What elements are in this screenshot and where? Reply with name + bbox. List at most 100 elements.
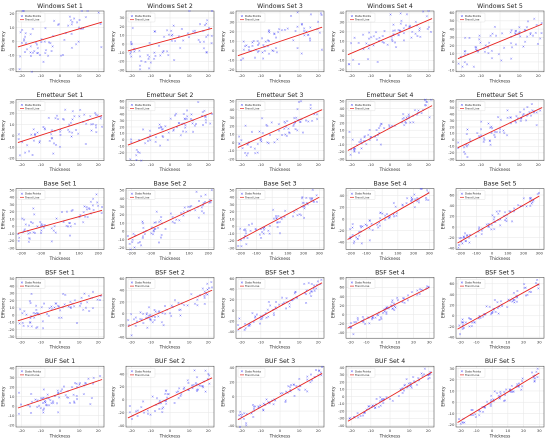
- data-point: [383, 29, 386, 33]
- y-tick-label: 0: [342, 216, 345, 221]
- data-point: [154, 227, 157, 231]
- chart-panel: Base Set 4-200 -100 0 100 200 300-40-2002040T…: [331, 181, 435, 261]
- data-point: [482, 140, 485, 143]
- data-point: [396, 299, 399, 302]
- data-point: [479, 410, 482, 413]
- data-point: [311, 188, 314, 191]
- y-tick-label: -10: [448, 67, 455, 72]
- plot-frame: [235, 99, 325, 161]
- y-tick-label: 30: [230, 202, 235, 207]
- y-tick-label: 60: [450, 10, 455, 15]
- data-point: [38, 141, 41, 144]
- data-point: [47, 314, 50, 317]
- data-point: [283, 28, 286, 31]
- data-point: [44, 27, 47, 30]
- data-point: [309, 197, 312, 200]
- data-point: [149, 413, 152, 416]
- data-point: [510, 57, 513, 60]
- data-point: [392, 29, 395, 32]
- data-point: [29, 45, 32, 48]
- y-tick-label: 20: [230, 29, 235, 34]
- trend-line: [237, 26, 323, 57]
- data-point: [79, 302, 83, 305]
- y-tick-label: -20: [228, 318, 235, 323]
- y-tick-label: -30: [228, 245, 235, 250]
- data-point: [190, 293, 193, 296]
- data-point: [487, 122, 490, 125]
- data-point: [376, 223, 379, 226]
- data-point: [356, 318, 359, 321]
- data-point: [427, 377, 430, 380]
- data-point: [130, 55, 133, 58]
- data-point: [278, 221, 281, 224]
- data-point: [378, 318, 381, 321]
- data-point: [426, 27, 429, 31]
- data-point: [351, 138, 354, 141]
- x-tick-label: 100: [394, 251, 402, 256]
- legend-marker-points: [240, 15, 243, 18]
- y-tick-label: 20: [120, 212, 125, 217]
- chart-panel: BSF Set 2-20 -10 0 10 20-40-200204060Thickne…: [111, 269, 215, 350]
- data-point: [278, 303, 281, 306]
- data-point: [403, 384, 406, 387]
- data-point: [293, 211, 296, 214]
- y-tick-label: 40: [230, 10, 235, 15]
- x-tick-label: -20: [239, 162, 246, 167]
- data-point: [418, 288, 422, 291]
- data-point: [21, 28, 24, 32]
- data-point: [210, 42, 213, 45]
- data-point: [50, 136, 53, 140]
- x-axis-label: Thickness: [489, 434, 511, 439]
- data-point: [192, 30, 195, 33]
- data-point: [44, 399, 47, 402]
- data-point: [89, 403, 92, 406]
- x-tick-label: 20: [206, 428, 211, 433]
- data-point: [48, 139, 51, 142]
- data-point: [403, 124, 406, 127]
- data-point: [366, 224, 369, 227]
- data-point: [373, 407, 377, 410]
- data-point: [388, 397, 391, 401]
- data-point: [168, 312, 172, 315]
- legend-label-trend: Trend Line: [134, 284, 150, 288]
- data-point: [392, 23, 395, 26]
- data-point: [170, 39, 173, 42]
- data-point: [356, 412, 359, 415]
- data-point: [525, 26, 528, 29]
- trend-line: [237, 282, 323, 331]
- data-point: [100, 212, 103, 215]
- data-point: [296, 108, 299, 111]
- data-point: [292, 39, 295, 42]
- y-tick-label: 20: [120, 24, 125, 29]
- y-tick-label: -20: [118, 59, 125, 64]
- data-point: [485, 223, 488, 226]
- y-tick-label: 10: [120, 220, 125, 225]
- data-point: [470, 408, 473, 412]
- data-point: [528, 290, 531, 293]
- data-point: [25, 313, 28, 316]
- data-point: [183, 386, 186, 389]
- x-axis-label: Thickness: [269, 167, 291, 172]
- data-point: [39, 407, 42, 410]
- data-point: [490, 49, 493, 52]
- data-point: [153, 319, 156, 322]
- x-tick-label: 10: [77, 339, 82, 344]
- data-point: [142, 321, 145, 325]
- legend-label-trend: Trend Line: [134, 107, 150, 111]
- data-point: [277, 129, 281, 132]
- data-point: [397, 29, 400, 32]
- data-point: [388, 216, 391, 219]
- data-point: [518, 26, 521, 29]
- data-point: [461, 318, 464, 321]
- data-point: [190, 113, 193, 116]
- data-point: [320, 374, 323, 377]
- y-tick-label: -10: [8, 320, 15, 325]
- y-tick-label: 0: [12, 224, 15, 229]
- data-point: [261, 230, 264, 234]
- data-point: [464, 321, 467, 324]
- data-point: [138, 68, 142, 71]
- legend-label-trend: Trend Line: [134, 195, 150, 199]
- data-point: [381, 397, 384, 400]
- data-point: [513, 298, 516, 301]
- data-point: [159, 236, 163, 239]
